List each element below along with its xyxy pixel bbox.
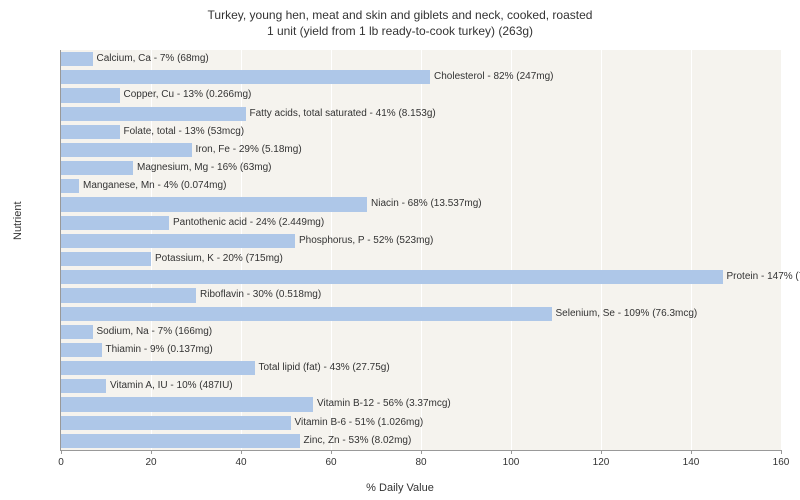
nutrient-bar-label: Phosphorus, P - 52% (523mg)	[295, 234, 433, 248]
nutrient-bar	[61, 70, 430, 84]
nutrient-bar-label: Selenium, Se - 109% (76.3mcg)	[552, 307, 698, 321]
x-tick-mark	[331, 450, 332, 454]
nutrient-bar	[61, 234, 295, 248]
nutrient-bar-label: Cholesterol - 82% (247mg)	[430, 70, 554, 84]
nutrient-bar	[61, 361, 255, 375]
nutrient-bar-label: Zinc, Zn - 53% (8.02mg)	[300, 434, 412, 448]
x-tick-label: 0	[58, 457, 64, 468]
nutrient-bar-label: Vitamin B-12 - 56% (3.37mcg)	[313, 397, 451, 411]
x-tick-mark	[511, 450, 512, 454]
gridline	[781, 50, 782, 450]
x-tick-label: 80	[415, 457, 426, 468]
x-tick-mark	[241, 450, 242, 454]
nutrient-bar-label: Niacin - 68% (13.537mg)	[367, 197, 482, 211]
nutrient-bar-label: Vitamin A, IU - 10% (487IU)	[106, 379, 233, 393]
x-tick-mark	[151, 450, 152, 454]
nutrient-bar-label: Pantothenic acid - 24% (2.449mg)	[169, 216, 324, 230]
nutrient-bar	[61, 143, 192, 157]
x-tick-label: 20	[145, 457, 156, 468]
nutrient-bar	[61, 325, 93, 339]
x-tick-mark	[61, 450, 62, 454]
nutrient-bar-label: Manganese, Mn - 4% (0.074mg)	[79, 179, 226, 193]
nutrient-bar	[61, 88, 120, 102]
x-tick-label: 120	[593, 457, 610, 468]
nutrient-bar-label: Protein - 147% (73.64g)	[723, 270, 800, 284]
x-tick-label: 60	[325, 457, 336, 468]
nutrient-bar	[61, 252, 151, 266]
chart-container: Turkey, young hen, meat and skin and gib…	[0, 0, 800, 500]
nutrient-bar	[61, 288, 196, 302]
x-tick-mark	[601, 450, 602, 454]
nutrient-bar	[61, 216, 169, 230]
nutrient-bar	[61, 416, 291, 430]
nutrient-bar-label: Folate, total - 13% (53mcg)	[120, 125, 245, 139]
x-tick-label: 140	[683, 457, 700, 468]
nutrient-bar	[61, 307, 552, 321]
chart-title: Turkey, young hen, meat and skin and gib…	[0, 0, 800, 39]
nutrient-bar	[61, 107, 246, 121]
nutrient-bar	[61, 270, 723, 284]
nutrient-bar-label: Calcium, Ca - 7% (68mg)	[93, 52, 209, 66]
gridline	[601, 50, 602, 450]
nutrient-bar	[61, 397, 313, 411]
x-tick-label: 40	[235, 457, 246, 468]
nutrient-bar-label: Fatty acids, total saturated - 41% (8.15…	[246, 107, 436, 121]
nutrient-bar-label: Riboflavin - 30% (0.518mg)	[196, 288, 321, 302]
nutrient-bar-label: Total lipid (fat) - 43% (27.75g)	[255, 361, 390, 375]
nutrient-bar	[61, 179, 79, 193]
x-tick-mark	[421, 450, 422, 454]
x-tick-label: 100	[503, 457, 520, 468]
nutrient-bar	[61, 125, 120, 139]
x-tick-mark	[781, 450, 782, 454]
nutrient-bar-label: Iron, Fe - 29% (5.18mg)	[192, 143, 302, 157]
nutrient-bar-label: Magnesium, Mg - 16% (63mg)	[133, 161, 272, 175]
x-tick-label: 160	[773, 457, 790, 468]
gridline	[511, 50, 512, 450]
nutrient-bar	[61, 343, 102, 357]
nutrient-bar-label: Potassium, K - 20% (715mg)	[151, 252, 283, 266]
nutrient-bar	[61, 197, 367, 211]
title-line-2: 1 unit (yield from 1 lb ready-to-cook tu…	[267, 24, 533, 38]
nutrient-bar	[61, 379, 106, 393]
nutrient-bar-label: Sodium, Na - 7% (166mg)	[93, 325, 213, 339]
title-line-1: Turkey, young hen, meat and skin and gib…	[208, 8, 593, 22]
x-axis-label: % Daily Value	[366, 482, 434, 494]
nutrient-bar	[61, 52, 93, 66]
x-tick-mark	[691, 450, 692, 454]
nutrient-bar-label: Vitamin B-6 - 51% (1.026mg)	[291, 416, 424, 430]
nutrient-bar-label: Copper, Cu - 13% (0.266mg)	[120, 88, 252, 102]
plot-area: 020406080100120140160Calcium, Ca - 7% (6…	[60, 50, 781, 451]
nutrient-bar	[61, 161, 133, 175]
y-axis-label: Nutrient	[12, 201, 24, 240]
nutrient-bar	[61, 434, 300, 448]
gridline	[691, 50, 692, 450]
nutrient-bar-label: Thiamin - 9% (0.137mg)	[102, 343, 213, 357]
